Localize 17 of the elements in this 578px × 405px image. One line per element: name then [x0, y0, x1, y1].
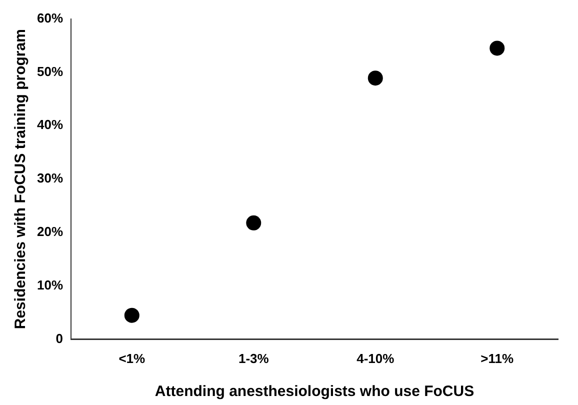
y-tick-label: 50% — [36, 64, 64, 79]
point — [490, 40, 505, 56]
x-tick-label: >11% — [480, 350, 514, 366]
y-axis-title: Residencies with FoCUS training program — [12, 29, 30, 330]
x-tick-label: <1% — [118, 350, 146, 366]
y-tick-label: 30% — [36, 170, 64, 186]
y-tick-label: 10% — [36, 278, 64, 293]
x-tick-label: 4-10% — [356, 350, 395, 366]
y-tick-label: 60% — [36, 10, 64, 26]
y-tick-label: 0 — [56, 330, 64, 346]
x-tick-label: 1-3% — [238, 350, 270, 366]
y-tick-label: 20% — [36, 224, 64, 240]
point — [124, 308, 140, 323]
point — [246, 215, 262, 230]
x-axis-title: Attending anesthesiologists who use FoCUS — [154, 383, 474, 400]
point — [368, 70, 383, 86]
y-tick-label: 40% — [36, 117, 64, 132]
